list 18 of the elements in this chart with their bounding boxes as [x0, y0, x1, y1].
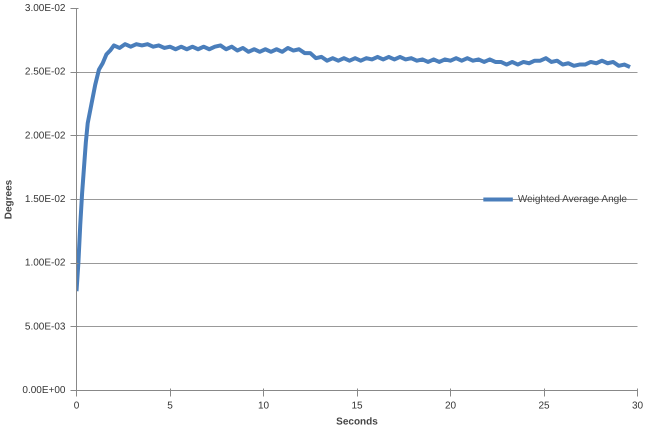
line-series: [76, 42, 632, 294]
y-tick-label: 1.00E-02: [24, 258, 66, 269]
x-tick-label: 25: [538, 400, 550, 412]
x-tick-label: 20: [444, 400, 456, 412]
x-tick-label: 5: [167, 400, 174, 412]
y-axis-title: Degrees: [3, 179, 14, 220]
legend-label: Weighted Average Angle: [518, 194, 627, 204]
y-tick-label: 2.50E-02: [24, 66, 66, 78]
y-tick-label: 0.00E+00: [22, 385, 66, 396]
x-axis-title: Seconds: [336, 416, 378, 428]
y-tick-label: 1.50E-02: [24, 194, 66, 205]
y-tick-label: 5.00E-03: [24, 321, 66, 332]
y-tick-label: 2.00E-02: [24, 130, 66, 142]
x-tick-label: 15: [351, 400, 363, 412]
x-tick-label: 0: [74, 400, 80, 412]
y-tick-label: 3.00E-02: [24, 3, 66, 14]
x-tick-label: 30: [632, 400, 644, 412]
x-tick-label: 10: [258, 400, 270, 412]
